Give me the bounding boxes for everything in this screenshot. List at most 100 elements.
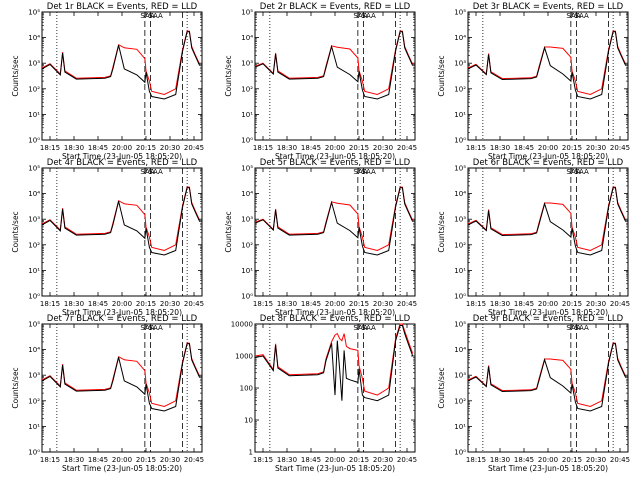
x-tick-label: 18:30 xyxy=(490,144,510,152)
x-tick-label: 20:15 xyxy=(136,456,156,464)
x-tick-label: 18:15 xyxy=(466,144,486,152)
series-line-events xyxy=(467,187,627,256)
saa-annotation: SAA xyxy=(361,324,376,332)
saa-annotation: SAA xyxy=(148,168,163,176)
x-tick-label: 20:30 xyxy=(586,456,606,464)
x-tick-label: 20:00 xyxy=(325,300,345,308)
y-tick-label: 10⁴ xyxy=(241,34,253,42)
x-tick-label: 20:45 xyxy=(610,456,630,464)
y-tick-label: 10² xyxy=(28,241,40,249)
y-tick-label: 10² xyxy=(454,397,466,405)
y-axis-label: Counts/sec xyxy=(11,367,20,408)
series-line-lld xyxy=(41,342,201,408)
x-tick-label: 20:30 xyxy=(586,144,606,152)
x-tick-label: 20:15 xyxy=(136,300,156,308)
x-tick-label: 20:00 xyxy=(538,456,558,464)
x-tick-label: 20:15 xyxy=(349,144,369,152)
y-tick-label: 10² xyxy=(28,85,40,93)
series-line-events xyxy=(254,31,414,100)
chart-panel-5: Det 5r BLACK = Events, RED = LLD 10⁰ 10¹ 10… xyxy=(224,158,417,317)
saa-annotation: SAA xyxy=(140,12,155,20)
saa-annotation: SAA xyxy=(574,324,589,332)
y-axis-label: Counts/sec xyxy=(437,211,446,252)
y-tick-label: 10⁴ xyxy=(28,190,40,198)
y-tick-label: 10⁵ xyxy=(454,165,466,173)
chart-panel-4: Det 4r BLACK = Events, RED = LLD 10⁰ 10¹ 10… xyxy=(11,158,204,317)
saa-annotation: SAA xyxy=(361,12,376,20)
series-line-events xyxy=(467,343,627,412)
y-tick-label: 10⁵ xyxy=(241,165,253,173)
series-line-events xyxy=(41,31,201,100)
y-axis-label: Counts/sec xyxy=(11,55,20,96)
y-tick-label: 10¹ xyxy=(28,111,40,119)
x-tick-label: 18:15 xyxy=(466,300,486,308)
y-tick-label: 10⁰ xyxy=(241,137,253,145)
x-tick-label: 20:45 xyxy=(184,300,204,308)
series-line-lld xyxy=(467,186,627,252)
panel-title: Det 1r BLACK = Events, RED = LLD xyxy=(47,2,198,12)
x-tick-label: 18:15 xyxy=(40,456,60,464)
panel-title: Det 4r BLACK = Events, RED = LLD xyxy=(47,158,198,168)
y-axis-label: Counts/sec xyxy=(437,55,446,96)
y-tick-label: 10⁵ xyxy=(454,9,466,17)
x-tick-label: 20:15 xyxy=(562,300,582,308)
y-tick-label: 10⁵ xyxy=(241,9,253,17)
x-tick-label: 20:45 xyxy=(610,144,630,152)
panel-title: Det 2r BLACK = Events, RED = LLD xyxy=(260,2,411,12)
panel-title: Det 8r BLACK = Events, RED = LLD xyxy=(260,314,411,324)
y-tick-label: 10⁴ xyxy=(28,346,40,354)
saa-annotation: SAA xyxy=(566,12,581,20)
x-tick-label: 18:15 xyxy=(40,300,60,308)
x-tick-label: 18:45 xyxy=(301,144,321,152)
x-tick-label: 18:30 xyxy=(277,456,297,464)
series-line-lld xyxy=(41,186,201,252)
x-tick-label: 20:00 xyxy=(325,456,345,464)
panel-title: Det 3r BLACK = Events, RED = LLD xyxy=(473,2,624,12)
chart-panel-9: Det 9r BLACK = Events, RED = LLD 10⁰ 10¹ 10… xyxy=(437,314,630,473)
x-tick-label: 20:00 xyxy=(112,300,132,308)
chart-panel-8: Det 8r BLACK = Events, RED = LLD 1 10 100 10… xyxy=(231,314,417,473)
x-tick-label: 18:45 xyxy=(88,300,108,308)
y-tick-label: 10¹ xyxy=(241,267,253,275)
y-tick-label: 10⁰ xyxy=(454,137,466,145)
saa-annotation: SAA xyxy=(140,168,155,176)
x-tick-label: 20:30 xyxy=(373,456,393,464)
x-tick-label: 18:45 xyxy=(301,456,321,464)
x-tick-label: 18:45 xyxy=(514,144,534,152)
y-tick-label: 10² xyxy=(28,397,40,405)
x-tick-label: 18:30 xyxy=(277,144,297,152)
x-tick-label: 20:30 xyxy=(160,300,180,308)
x-tick-label: 18:30 xyxy=(64,300,84,308)
x-tick-label: 18:30 xyxy=(64,144,84,152)
y-tick-label: 10⁴ xyxy=(454,346,466,354)
chart-panel-1: Det 1r BLACK = Events, RED = LLD 10⁰ 10¹ 10… xyxy=(11,2,204,161)
y-tick-label: 10² xyxy=(454,241,466,249)
chart-panel-6: Det 6r BLACK = Events, RED = LLD 10⁰ 10¹ 10… xyxy=(437,158,630,317)
y-axis-label: Counts/sec xyxy=(11,211,20,252)
y-tick-label: 10⁰ xyxy=(28,293,40,301)
saa-annotation: SAA xyxy=(574,168,589,176)
x-tick-label: 20:30 xyxy=(586,300,606,308)
y-tick-label: 10¹ xyxy=(241,111,253,119)
x-tick-label: 18:45 xyxy=(514,456,534,464)
y-tick-label: 100 xyxy=(240,385,253,393)
series-line-events xyxy=(467,31,627,100)
x-axis-label: Start Time (23-Jun-05 18:05:20) xyxy=(62,464,182,473)
saa-annotation: SAA xyxy=(148,12,163,20)
y-tick-label: 10⁰ xyxy=(28,449,40,457)
x-tick-label: 20:30 xyxy=(160,144,180,152)
series-line-events xyxy=(254,187,414,256)
y-tick-label: 10² xyxy=(241,85,253,93)
series-line-lld xyxy=(254,323,414,396)
y-axis-label: Counts/sec xyxy=(224,211,233,252)
y-tick-label: 10³ xyxy=(28,216,40,224)
series-line-lld xyxy=(254,186,414,252)
chart-panel-2: Det 2r BLACK = Events, RED = LLD 10⁰ 10¹ 10… xyxy=(224,2,417,161)
x-tick-label: 20:15 xyxy=(349,456,369,464)
x-tick-label: 20:15 xyxy=(562,144,582,152)
x-tick-label: 20:45 xyxy=(610,300,630,308)
x-tick-label: 20:00 xyxy=(325,144,345,152)
x-tick-label: 20:45 xyxy=(397,144,417,152)
x-axis-label: Start Time (23-Jun-05 18:05:20) xyxy=(62,308,182,317)
